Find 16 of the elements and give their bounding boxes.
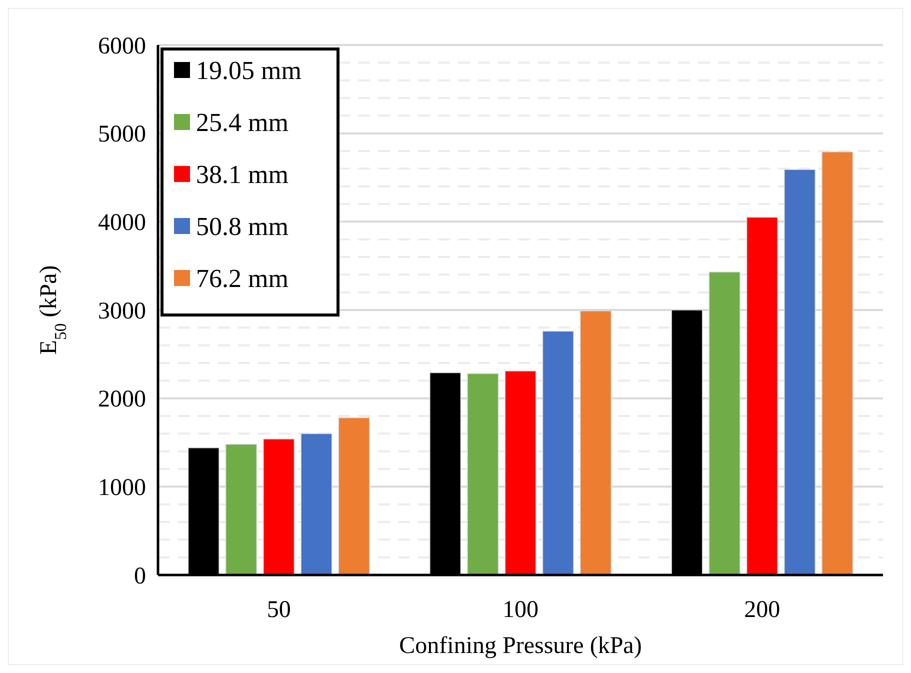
y-tick-label: 0 (134, 563, 146, 590)
y-tick-label: 3000 (98, 298, 146, 324)
legend-label: 76.2 mm (196, 264, 288, 294)
legend-label: 25.4 mm (196, 108, 288, 138)
y-tick-label: 6000 (98, 33, 146, 60)
y-tick-label: 5000 (98, 122, 146, 148)
y-tick-label: 4000 (98, 210, 146, 236)
x-axis-title: Confining Pressure (kPa) (399, 633, 642, 659)
legend-label: 38.1 mm (196, 160, 288, 190)
x-tick-label: 50 (266, 597, 291, 623)
legend-label: 50.8 mm (196, 212, 288, 242)
x-tick-label: 200 (744, 597, 780, 623)
x-tick-label: 100 (502, 597, 538, 623)
y-tick-label: 2000 (98, 386, 146, 413)
legend-label: 19.05 mm (196, 56, 302, 86)
y-tick-label: 1000 (98, 475, 146, 502)
